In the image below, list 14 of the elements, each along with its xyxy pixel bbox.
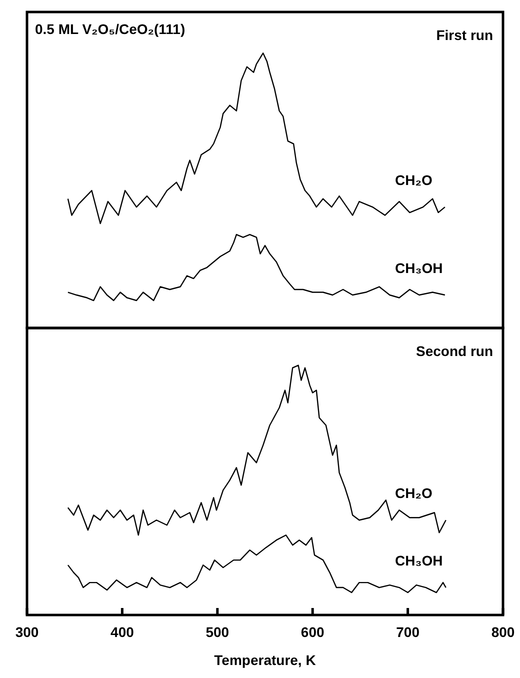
- x-tick-label: 700: [396, 624, 420, 640]
- series-label: CH₂O: [395, 485, 432, 502]
- x-tick-label: 300: [15, 624, 39, 640]
- x-tick-label: 800: [491, 624, 515, 640]
- chart-title: 0.5 ML V₂O₅/CeO₂(111): [35, 21, 186, 37]
- series-label: CH₃OH: [395, 260, 443, 276]
- series-label: CH₃OH: [395, 552, 443, 569]
- x-tick-label: 400: [110, 624, 134, 640]
- x-tick-label: 600: [300, 624, 324, 640]
- x-tick-label: 500: [206, 624, 230, 640]
- x-axis-title: Temperature, K: [214, 652, 316, 668]
- chart-subtitle: Second run: [416, 343, 493, 359]
- chart-subtitle: First run: [436, 27, 493, 43]
- series-label: CH₂O: [395, 172, 432, 188]
